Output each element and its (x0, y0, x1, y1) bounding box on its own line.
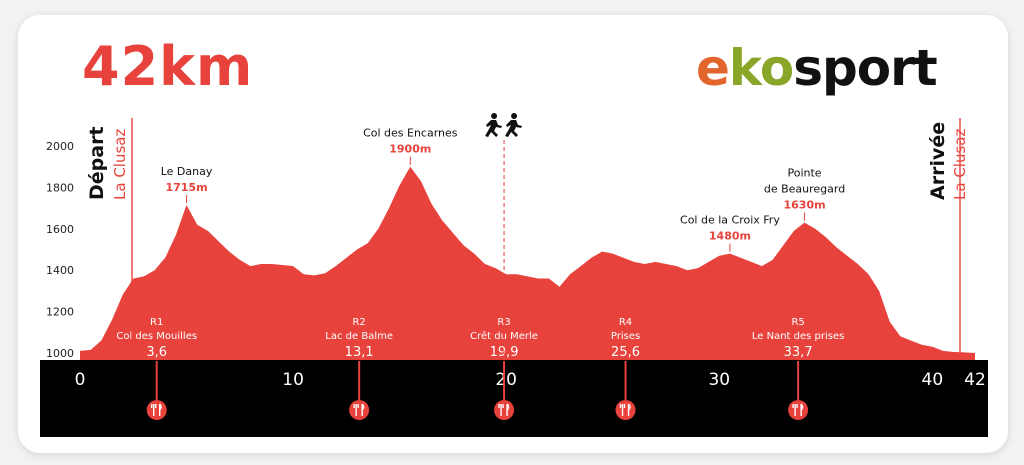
peak-altitude: 1900m (389, 143, 431, 156)
fork-knife-icon (151, 403, 162, 416)
x-tick-label: 10 (282, 370, 304, 390)
x-tick-label: 0 (75, 370, 86, 390)
distance-axis-band (40, 360, 988, 437)
peak-name: de Beauregard (764, 183, 845, 196)
peak-name: Col de la Croix Fry (680, 214, 780, 227)
profile-area-layer (80, 166, 975, 360)
x-tick-label: 20 (495, 370, 517, 390)
refreshment-point: R1 Col des Mouilles 3,6 (116, 317, 197, 420)
brand-logo-part-3: sport (793, 39, 937, 97)
refreshment-km: 25,6 (611, 345, 640, 360)
y-tick-label: 1400 (46, 264, 74, 277)
refreshment-point: R2 Lac de Balme 13,1 (325, 317, 393, 420)
refreshment-marker (788, 400, 809, 420)
x-axis: 0 10 20 30 40 42 (75, 370, 986, 390)
y-tick-label: 1600 (46, 223, 74, 236)
refreshment-name: Col des Mouilles (116, 331, 197, 342)
refreshment-point: R4 Prises 25,6 (611, 317, 640, 420)
refreshment-point: R5 Le Nant des prises 33,7 (752, 317, 844, 420)
y-tick-label: 2000 (46, 140, 74, 153)
refreshment-name: Le Nant des prises (752, 331, 844, 342)
refreshment-name: Lac de Balme (325, 331, 393, 342)
refreshment-marker (146, 400, 167, 420)
y-axis: 1000 1200 1400 1600 1800 2000 (46, 140, 74, 360)
refreshment-km: 33,7 (784, 345, 813, 360)
peak-altitude: 1630m (783, 199, 825, 212)
peak-altitude: 1480m (709, 230, 751, 243)
finish-label: Arrivée (927, 122, 949, 200)
fork-knife-icon (619, 403, 631, 416)
refreshment-code: R1 (150, 317, 163, 328)
peak-name: Col des Encarnes (363, 127, 458, 140)
fork-knife-icon (353, 403, 365, 416)
peak-label: Pointe de Beauregard 1630m (764, 167, 845, 221)
refreshment-name: Prises (611, 331, 640, 342)
start-label: Départ (86, 126, 108, 200)
refreshment-code: R4 (619, 317, 632, 328)
refreshment-marker (615, 400, 636, 420)
refreshment-km: 3,6 (146, 345, 167, 360)
y-tick-label: 1800 (46, 181, 74, 194)
peak-label: Le Danay 1715m (161, 165, 213, 203)
brand-logo-part-2: ko (728, 39, 794, 97)
peak-name: Le Danay (161, 165, 213, 178)
brand-logo-part-1: e (696, 39, 730, 97)
x-tick-label: 42 (964, 370, 986, 390)
peak-name: Pointe (787, 167, 821, 180)
x-tick-label: 40 (922, 370, 944, 390)
brand-logo: ekosport (696, 38, 938, 98)
fork-knife-icon (792, 403, 804, 416)
x-tick-label: 30 (708, 370, 730, 390)
peak-label: Col des Encarnes 1900m (363, 127, 458, 165)
refreshment-km: 13,1 (345, 345, 374, 360)
refreshment-marker (349, 400, 370, 420)
runners-icon (485, 113, 523, 137)
finish-place: La Clusaz (951, 129, 969, 200)
refreshment-marker (494, 400, 515, 420)
fork-knife-icon (498, 403, 510, 416)
y-tick-label: 1200 (46, 306, 74, 319)
peak-label: Col de la Croix Fry 1480m (680, 214, 780, 252)
refreshment-code: R5 (791, 317, 804, 328)
peak-altitude: 1715m (166, 181, 208, 194)
y-tick-label: 1000 (46, 347, 74, 360)
elevation-profile-area (80, 166, 975, 360)
distance-title: 42km (82, 35, 254, 98)
refreshment-code: R2 (352, 317, 365, 328)
start-place: La Clusaz (111, 129, 129, 200)
